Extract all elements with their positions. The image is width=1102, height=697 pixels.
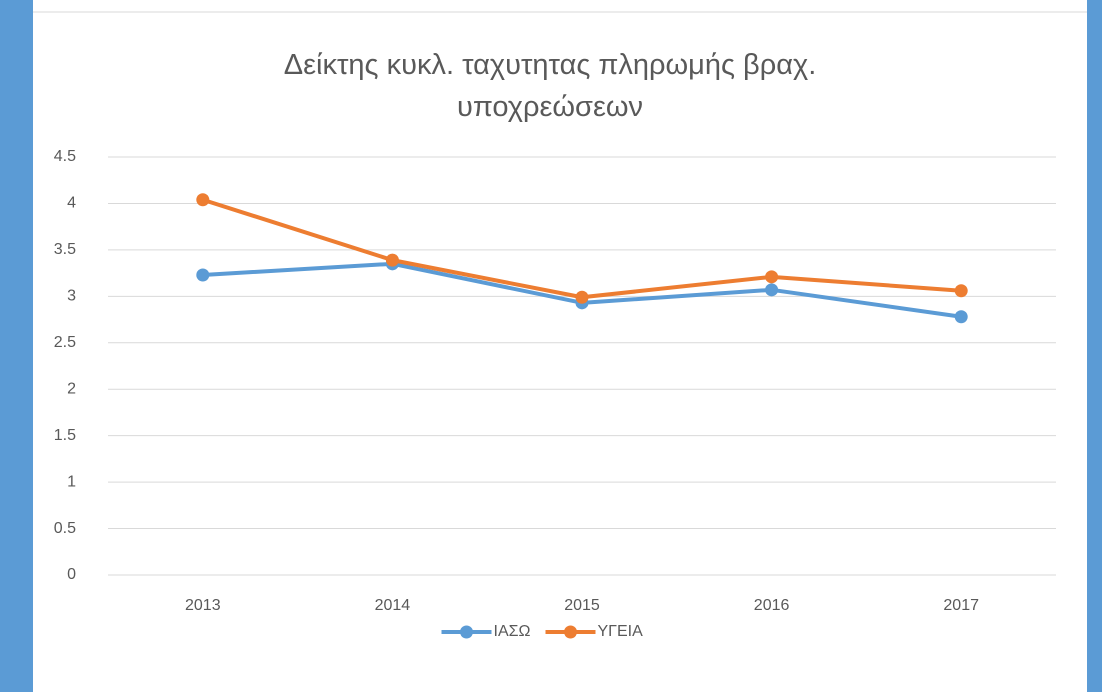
y-tick-label: 2.5 bbox=[54, 334, 76, 351]
legend-marker bbox=[564, 625, 577, 639]
point bbox=[954, 310, 968, 324]
y-tick-label: 3 bbox=[67, 288, 76, 305]
y-tick-label: 0.5 bbox=[54, 520, 76, 537]
x-tick-label: 2017 bbox=[943, 597, 979, 614]
chart-title: Δείκτης κυκλ. ταχυτητας πληρωμής βραχ. υ… bbox=[283, 49, 817, 123]
y-tick-label: 4 bbox=[67, 195, 76, 212]
point bbox=[196, 268, 210, 282]
left-frame bbox=[0, 0, 33, 692]
legend-marker bbox=[460, 625, 473, 639]
legend-label: ΙΑΣΩ bbox=[494, 623, 531, 640]
y-tick-label: 2 bbox=[67, 380, 76, 397]
y-tick-label: 3.5 bbox=[54, 241, 76, 258]
legend-label: ΥΓΕΙΑ bbox=[598, 623, 644, 640]
x-tick-label: 2016 bbox=[754, 597, 790, 614]
point bbox=[954, 284, 968, 298]
y-tick-label: 0 bbox=[67, 566, 76, 583]
y-tick-label: 1.5 bbox=[54, 427, 76, 444]
point bbox=[575, 290, 589, 304]
point bbox=[765, 283, 779, 297]
y-tick-label: 1 bbox=[67, 473, 76, 490]
x-tick-label: 2015 bbox=[564, 597, 600, 614]
x-tick-label: 2014 bbox=[375, 597, 411, 614]
point bbox=[385, 253, 399, 267]
point bbox=[196, 193, 210, 207]
right-frame bbox=[1087, 0, 1102, 692]
series-line bbox=[202, 197, 962, 300]
x-tick-label: 2013 bbox=[185, 597, 221, 614]
y-tick-label: 4.5 bbox=[54, 148, 76, 165]
point bbox=[765, 270, 779, 284]
